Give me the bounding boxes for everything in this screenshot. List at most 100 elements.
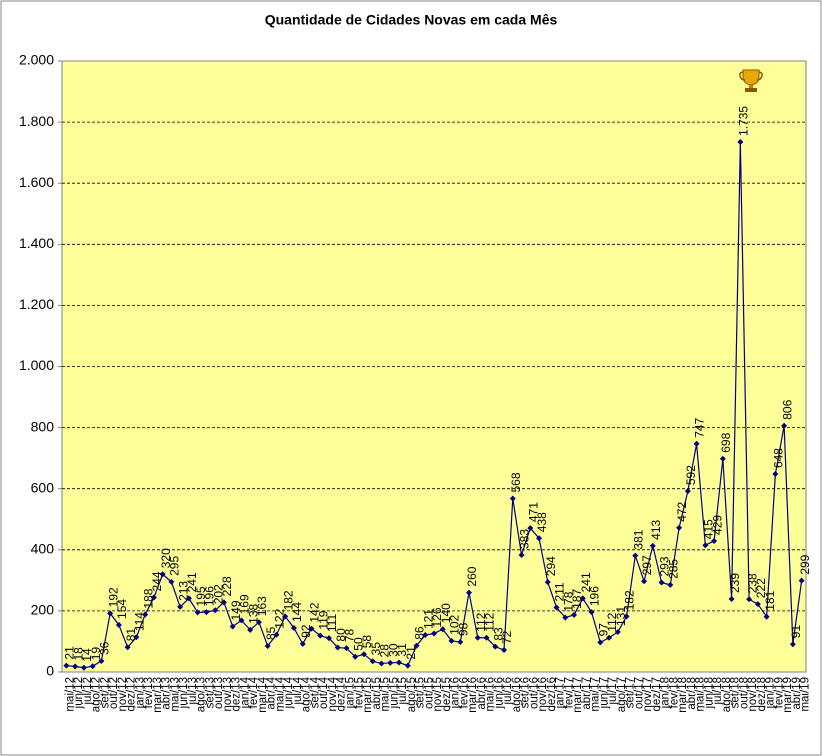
x-tick-label: abr/19 bbox=[791, 677, 803, 710]
data-point bbox=[501, 647, 508, 654]
data-label: 320 bbox=[159, 548, 173, 568]
data-point bbox=[684, 488, 691, 495]
data-label: 415 bbox=[702, 519, 716, 539]
x-tick-label: fev/14 bbox=[248, 676, 260, 708]
x-tick-label: jan/16 bbox=[450, 677, 462, 709]
data-label: 182 bbox=[623, 590, 637, 610]
data-label: 163 bbox=[255, 596, 269, 616]
x-tick-label: out/17 bbox=[633, 677, 645, 709]
data-label: 80 bbox=[334, 628, 348, 642]
x-tick-label: nov/12 bbox=[117, 677, 129, 712]
data-label: 112 bbox=[483, 612, 497, 631]
data-point bbox=[273, 631, 280, 638]
x-tick-label: mar/19 bbox=[782, 677, 794, 713]
data-label: 285 bbox=[667, 559, 681, 579]
data-point bbox=[431, 630, 437, 637]
x-tick-label: ago/18 bbox=[721, 677, 733, 712]
x-tick-label: jun/16 bbox=[493, 677, 505, 709]
x-tick-label: abr/16 bbox=[476, 677, 488, 710]
data-label: 18 bbox=[71, 647, 85, 661]
data-label: 144 bbox=[290, 602, 304, 622]
x-tick-label: mar/14 bbox=[257, 676, 269, 712]
data-point bbox=[334, 644, 341, 651]
data-point bbox=[395, 659, 402, 666]
data-point bbox=[308, 625, 315, 632]
data-label: 413 bbox=[649, 519, 663, 539]
data-point bbox=[483, 634, 490, 641]
data-point bbox=[299, 640, 306, 647]
data-label: 297 bbox=[640, 555, 654, 575]
data-point bbox=[693, 440, 700, 447]
data-label: 114 bbox=[133, 612, 147, 631]
data-point bbox=[247, 626, 254, 633]
data-point bbox=[413, 642, 420, 649]
x-tick-label: nov/18 bbox=[747, 677, 759, 712]
data-point bbox=[711, 537, 718, 544]
data-point bbox=[536, 535, 543, 542]
data-point bbox=[579, 595, 586, 602]
x-tick-label: fev/15 bbox=[353, 677, 365, 708]
data-label: 119 bbox=[316, 610, 330, 629]
x-tick-label: ago/13 bbox=[196, 677, 208, 712]
x-tick-label: out/16 bbox=[528, 677, 540, 709]
data-point bbox=[509, 495, 516, 502]
x-tick-label: fev/19 bbox=[773, 677, 785, 708]
x-tick-label: jul/18 bbox=[712, 677, 724, 706]
x-tick-label: mar/15 bbox=[362, 677, 374, 713]
x-tick-label: set/14 bbox=[309, 676, 321, 708]
x-tick-label: jan/13 bbox=[134, 677, 146, 709]
x-tick-label: fev/18 bbox=[668, 677, 680, 708]
data-label: 228 bbox=[220, 576, 234, 596]
data-label: 294 bbox=[544, 556, 558, 576]
data-point bbox=[352, 653, 359, 660]
data-point bbox=[474, 634, 481, 641]
data-point bbox=[667, 581, 674, 588]
data-point bbox=[737, 138, 744, 145]
x-tick-label: dez/14 bbox=[336, 676, 348, 711]
data-point bbox=[763, 613, 770, 620]
data-point bbox=[343, 645, 350, 652]
x-tick-label: jan/14 bbox=[239, 676, 251, 709]
x-tick-label: jul/16 bbox=[502, 677, 514, 706]
data-label: 260 bbox=[465, 566, 479, 586]
data-point bbox=[632, 552, 639, 559]
data-point bbox=[229, 623, 236, 630]
x-tick-label: nov/16 bbox=[537, 677, 549, 712]
data-point bbox=[702, 542, 709, 549]
data-label: 111 bbox=[325, 614, 339, 633]
data-point bbox=[168, 578, 175, 585]
x-tick-label: jun/15 bbox=[388, 677, 400, 709]
trophy-icon bbox=[739, 69, 763, 92]
x-tick-label: dez/13 bbox=[231, 677, 243, 712]
data-point bbox=[571, 611, 578, 618]
data-label: 31 bbox=[395, 643, 409, 657]
data-point bbox=[220, 599, 227, 606]
data-label: 202 bbox=[211, 584, 225, 604]
x-tick-label: nov/17 bbox=[642, 677, 654, 712]
data-label: 98 bbox=[456, 622, 470, 636]
y-tick-label: 600 bbox=[31, 479, 55, 495]
data-point bbox=[553, 604, 560, 611]
data-label: 131 bbox=[614, 606, 628, 626]
x-tick-label: mai/17 bbox=[590, 677, 602, 712]
data-point bbox=[142, 611, 149, 618]
data-point bbox=[789, 641, 796, 648]
x-tick-label: abr/14 bbox=[266, 676, 278, 709]
x-tick-label: ago/17 bbox=[616, 677, 628, 712]
data-label: 381 bbox=[631, 529, 645, 549]
x-tick-label: mai/18 bbox=[695, 677, 707, 712]
data-label: 97 bbox=[596, 623, 610, 637]
x-tick-label: dez/16 bbox=[546, 677, 558, 712]
x-tick-label: set/16 bbox=[520, 677, 532, 708]
x-tick-label: abr/18 bbox=[686, 677, 698, 710]
data-point bbox=[658, 579, 665, 586]
data-point bbox=[562, 614, 569, 621]
data-label: 211 bbox=[553, 582, 567, 601]
data-label: 192 bbox=[106, 587, 120, 607]
data-label: 238 bbox=[745, 573, 759, 593]
data-point bbox=[544, 579, 551, 586]
data-label: 429 bbox=[710, 515, 724, 535]
data-label: 169 bbox=[238, 594, 252, 614]
data-point bbox=[185, 595, 192, 602]
data-label: 78 bbox=[343, 628, 357, 642]
